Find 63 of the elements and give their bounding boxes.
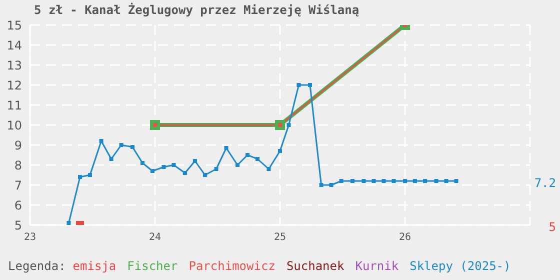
- point: [423, 179, 427, 183]
- point: [214, 167, 218, 171]
- y-tick-label: 6: [14, 198, 22, 212]
- y-tick-label: 9: [14, 138, 22, 152]
- point: [203, 173, 207, 177]
- chart-title: 5 zł - Kanał Żeglugowy przez Mierzeję Wiślaną: [34, 3, 360, 17]
- point: [109, 157, 114, 161]
- point: [224, 146, 228, 150]
- x-tick-label: 26: [398, 232, 412, 244]
- legend-label: Suchanek: [286, 259, 344, 273]
- point: [339, 179, 344, 183]
- point: [150, 169, 154, 173]
- y-tick-label: 7: [14, 178, 22, 192]
- point: [319, 183, 324, 187]
- legend-label: Kurnik: [355, 259, 399, 273]
- text: 5: [548, 220, 556, 234]
- text: Parchimowicz: [188, 259, 276, 273]
- point: [382, 179, 386, 183]
- y-tick-label: 13: [6, 58, 22, 72]
- x-tick-label: 24: [148, 232, 162, 244]
- point: [296, 83, 301, 87]
- y-tick-label: 10: [6, 118, 22, 132]
- y-tick-label: 14: [6, 38, 22, 52]
- point: [183, 171, 187, 175]
- point: [266, 167, 271, 171]
- point: [130, 145, 134, 149]
- point: [193, 159, 197, 163]
- point: [278, 149, 282, 153]
- point: [172, 163, 176, 167]
- legend-title: Legenda:: [8, 259, 66, 273]
- point: [66, 221, 71, 225]
- point: [140, 161, 144, 165]
- point: [329, 183, 334, 187]
- point: [236, 163, 240, 167]
- y-tick-label: 5: [14, 218, 22, 232]
- point: [119, 143, 124, 147]
- point: [256, 157, 260, 161]
- point: [308, 83, 312, 87]
- text: emisja: [72, 259, 116, 273]
- y-tick-label: 12: [6, 78, 22, 92]
- point: [434, 179, 438, 183]
- x-tick-label: 25: [274, 232, 286, 244]
- text: Fischer: [127, 259, 178, 273]
- point: [88, 173, 92, 177]
- y-tick-label: 8: [14, 158, 22, 172]
- point: [162, 165, 166, 169]
- text: Sklepy (2025-): [410, 259, 511, 273]
- point: [413, 179, 417, 183]
- point: [246, 153, 250, 157]
- point: [99, 139, 104, 143]
- point: [372, 179, 376, 183]
- point: [286, 123, 291, 127]
- x-tick-label: 23: [24, 232, 36, 244]
- point: [392, 179, 396, 183]
- y-tick-label: 15: [6, 18, 22, 32]
- point: [444, 179, 448, 183]
- point: [454, 179, 458, 183]
- point: [78, 175, 82, 179]
- y-tick-label: 11: [6, 98, 22, 112]
- text: 7.2: [534, 176, 556, 190]
- point: [350, 179, 354, 183]
- point: [403, 179, 407, 183]
- point: [362, 179, 366, 183]
